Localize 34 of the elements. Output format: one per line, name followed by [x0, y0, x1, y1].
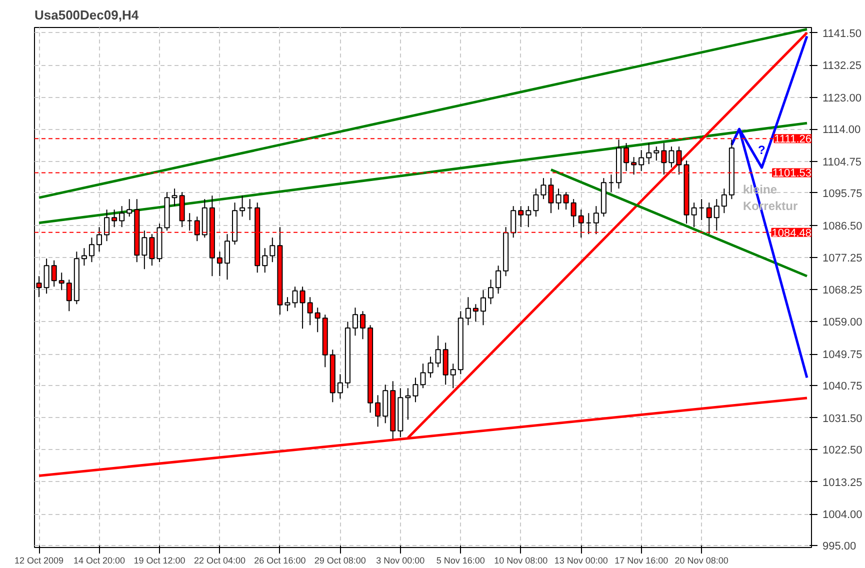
x-tick-label: 17 Nov 16:00 [614, 556, 668, 566]
x-tick-label: 5 Nov 16:00 [436, 556, 485, 566]
y-tick-label: 1086.50 [822, 220, 862, 232]
y-tick-label: 995.00 [822, 540, 856, 553]
y-tick-label: 1095.75 [822, 188, 862, 200]
x-tick-label: 10 Nov 08:00 [494, 556, 548, 566]
y-tick-label: 1123.00 [822, 92, 862, 105]
x-tick-label: 20 Nov 08:00 [674, 556, 728, 566]
y-tick-label: 1132.25 [822, 60, 862, 72]
y-tick-label: 1141.50 [822, 28, 862, 40]
ref-line-label: 1084.48 [772, 227, 812, 240]
y-tick-label: 1022.50 [822, 444, 862, 456]
y-tick-label: 1004.00 [822, 509, 862, 522]
y-tick-label: 1049.75 [822, 349, 862, 362]
x-tick-label: 26 Oct 16:00 [254, 556, 306, 566]
y-tick-label: 1013.25 [822, 476, 862, 489]
x-tick-label: 22 Oct 04:00 [194, 556, 246, 566]
y-tick-label: 1114.00 [822, 124, 861, 136]
x-tick-label: 19 Oct 12:00 [134, 556, 186, 566]
y-tick-label: 1040.75 [822, 380, 862, 393]
y-tick-label: 1031.50 [822, 412, 862, 425]
x-tick-label: 3 Nov 00:00 [376, 556, 425, 566]
x-tick-label: 12 Oct 2009 [14, 556, 64, 566]
x-tick-label: 14 Oct 20:00 [73, 556, 126, 566]
y-tick-label: 1059.00 [822, 316, 862, 329]
annotation: ? [758, 143, 766, 158]
chart-title: Usa500Dec09,H4 [34, 8, 140, 22]
x-tick-label: 13 Nov 00:00 [554, 556, 608, 566]
x-tick-label: 29 Oct 08:00 [314, 556, 366, 566]
y-tick-label: 1077.25 [822, 252, 862, 265]
y-tick-label: 1068.25 [822, 284, 862, 296]
ref-line-label: 1101.53 [772, 168, 812, 180]
y-tick-label: 1104.75 [822, 156, 862, 168]
ref-line-label: 1111.26 [774, 134, 812, 146]
